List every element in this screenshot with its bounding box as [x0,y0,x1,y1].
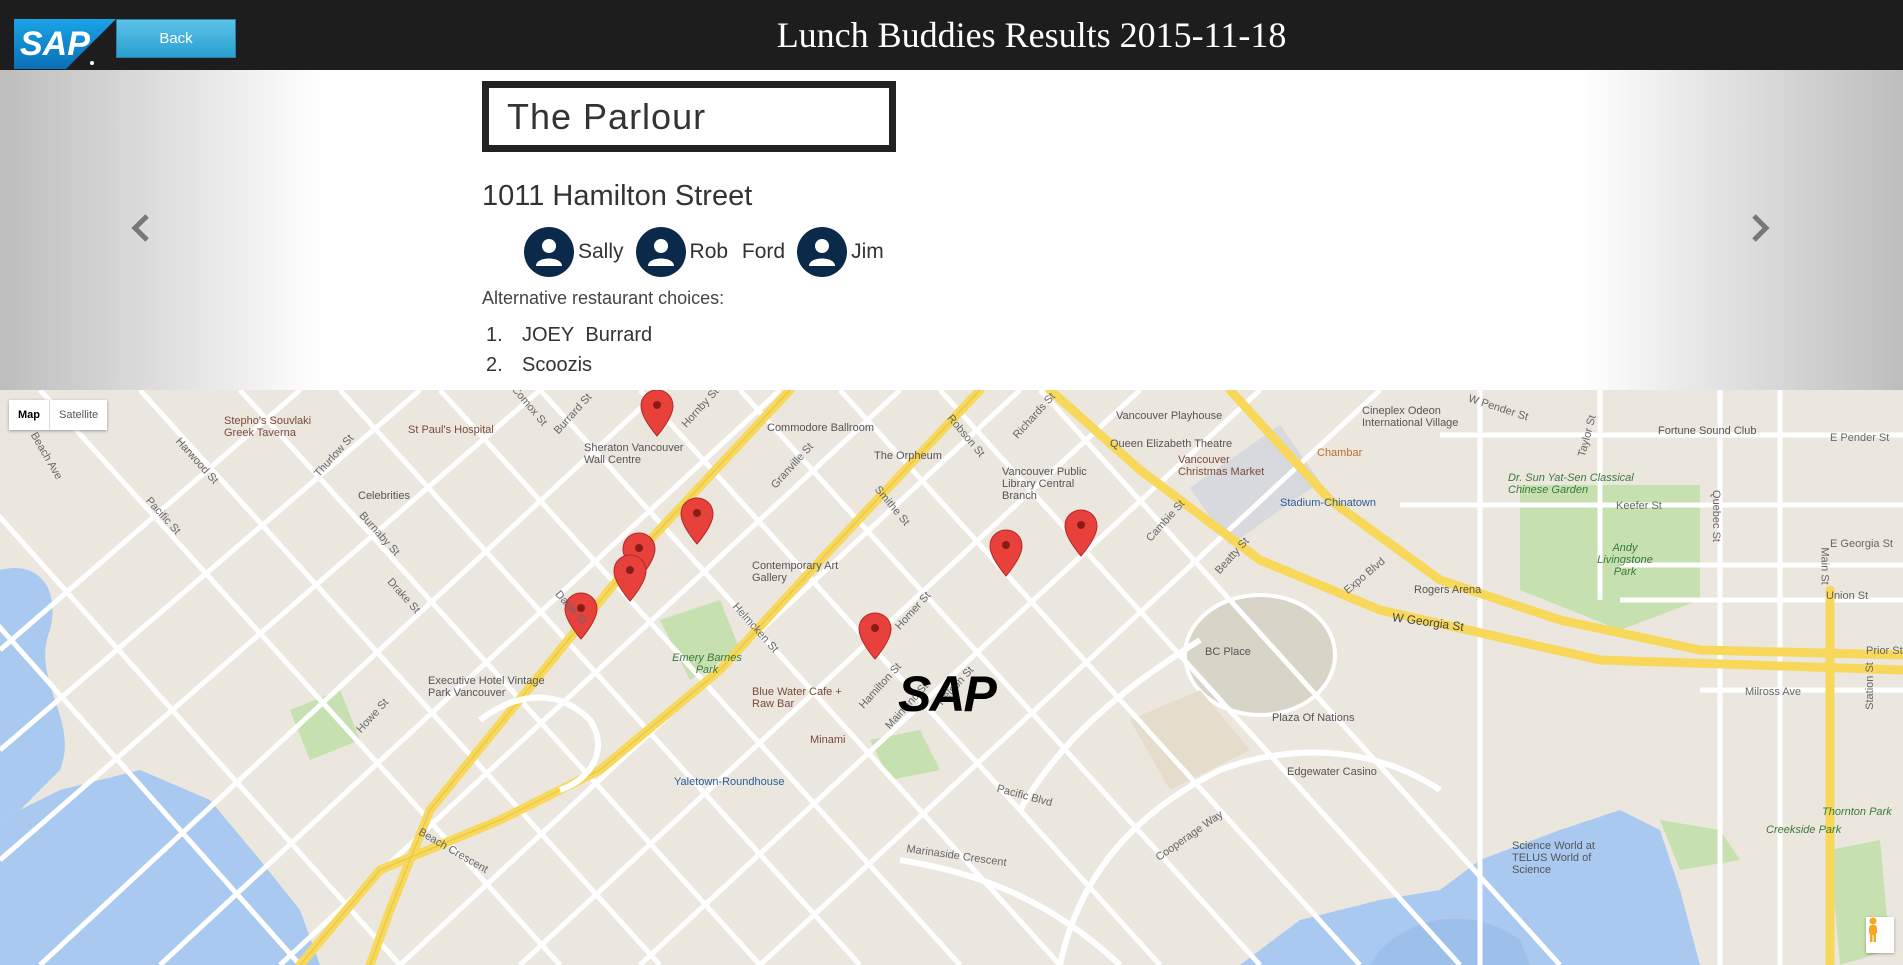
street-label: Milross Ave [1745,686,1802,698]
map-type-control: Map Satellite [9,400,108,430]
map-label: Celebrities [358,490,410,502]
map-type-satellite-button[interactable]: Satellite [49,400,107,430]
list-item: 1. JOEY Burrard [486,320,652,350]
alternatives-list: 1. JOEY Burrard 2. Scoozis [486,320,652,380]
buddy-list: Sally Rob Ford Jim [524,227,896,277]
buddy-name: Rob Ford [689,240,786,263]
list-item-label: JOEY Burrard [522,324,653,346]
map-label: Chambar [1317,447,1363,459]
street-label: Station St [1863,662,1876,710]
map-label: Emery Barnes Park [672,652,742,676]
buddy-item: Jim [797,227,884,277]
buddy-name: Sally [578,240,624,263]
buddy-item: Sally [524,227,624,277]
map-label: St Paul's Hospital [408,424,494,436]
restaurant-name: The Parlour [507,96,707,137]
street-label: E Pender St [1830,432,1890,444]
map-label: Stadium-Chinatown [1280,497,1376,509]
map-label: Andy Livingstone Park [1597,542,1653,578]
map-markers [564,390,1098,660]
street-label: E Georgia St [1830,538,1893,550]
map-label: Minami [810,734,846,746]
map-label: Science World at TELUS World of Science [1512,840,1595,876]
restaurant-address: 1011 Hamilton Street [482,180,753,212]
page-title: Lunch Buddies Results 2015-11-18 [776,15,1287,55]
user-avatar-icon [524,227,574,277]
map-label: The Orpheum [874,450,942,462]
map-label: Fortune Sound Club [1658,425,1757,437]
map-label: Executive Hotel Vintage Park Vancouver [428,675,545,699]
sap-overlay-logo: SAP [898,666,997,722]
map-label: Thornton Park [1822,806,1892,818]
list-item-number: 2. [486,354,503,376]
map-label: Vancouver Playhouse [1116,410,1223,422]
user-avatar-icon [797,227,848,277]
map-type-map-button[interactable]: Map [18,409,40,421]
map-label: Queen Elizabeth Theatre [1110,438,1233,450]
result-carousel: The Parlour 1011 Hamilton Street Sally R… [0,70,1903,390]
map-label: BC Place [1205,646,1251,658]
map-label: Sheraton Vancouver Wall Centre [584,442,684,466]
carousel-prev-button[interactable] [125,208,155,248]
chevron-left-icon [131,214,149,242]
map-label: Plaza Of Nations [1272,712,1355,724]
alternatives-label: Alternative restaurant choices: [482,288,725,308]
map-label: Vancouver Christmas Market [1178,454,1265,478]
buddy-name: Jim [851,240,884,263]
street-label: Quebec St [1709,490,1722,542]
user-avatar-icon [635,227,686,277]
street-label: Union St [1826,590,1869,602]
list-item: 2. Scoozis [486,350,652,380]
street-view-pegman-icon[interactable] [1866,917,1894,953]
map-label: Commodore Ballroom [767,422,874,434]
street-label: Keefer St [1616,500,1662,512]
map-label: Blue Water Cafe + Raw Bar [752,686,842,710]
map-canvas[interactable] [0,390,1903,965]
app-header: SAP Back Lunch Buddies Results 2015-11-1… [0,0,1903,70]
sap-logo: SAP [14,19,116,69]
svg-text:SAP: SAP [20,25,90,63]
map-label: Edgewater Casino [1287,766,1377,778]
chevron-right-icon [1752,214,1770,242]
carousel-next-button[interactable] [1746,208,1776,248]
map-label: Cineplex Odeon International Village [1362,405,1459,429]
map-label: Stepho's Souvlaki Greek Taverna [224,415,312,439]
street-label: Prior St [1866,645,1903,657]
back-button[interactable]: Back [116,19,236,58]
map-label: Dr. Sun Yat-Sen Classical Chinese Garden [1508,472,1634,496]
map-label: Yaletown-Roundhouse [674,776,785,788]
map-label: Creekside Park [1766,824,1842,836]
list-item-label: Scoozis [522,354,593,376]
list-item-number: 1. [486,324,503,346]
map-label: Contemporary Art Gallery [752,560,839,584]
street-label: Main St [1818,547,1831,585]
map-view[interactable]: Map Satellite Stepho's Souvlaki Greek Ta… [0,390,1903,965]
buddy-item: Rob Ford [635,227,786,277]
restaurant-name-box: The Parlour [482,81,896,152]
map-label: Vancouver Public Library Central Branch [1002,466,1087,502]
map-label: Rogers Arena [1414,584,1482,596]
